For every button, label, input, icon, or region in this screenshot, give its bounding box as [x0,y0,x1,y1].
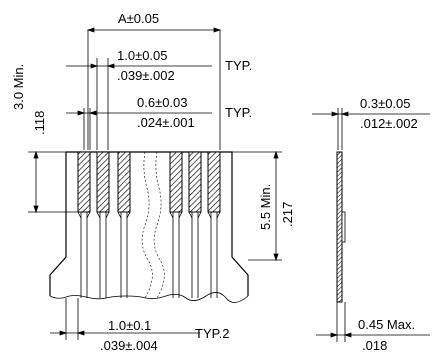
label-pitch-mm: 1.0±0.05 [117,48,168,63]
label-bottom-pitch-mm: 1.0±0.1 [108,318,151,333]
dimension-labels: A±0.05 1.0±0.05 TYP. .039±.002 0.6±0.03 … [11,11,418,353]
label-lead-width-typ: TYP. [225,105,252,120]
label-lead-width-in: .024±.001 [137,115,195,130]
front-view [49,151,249,303]
dimension-lines [28,27,282,340]
label-top-width: A±0.05 [118,11,159,26]
side-view [336,151,346,303]
label-lead-width-mm: 0.6±0.03 [137,95,188,110]
stub-notches [77,211,221,219]
label-protrusion-in: .118 [32,111,47,135]
label-exposed-length-mm: 5.5 Min. [258,184,273,230]
side-dimension-lines [312,108,430,342]
label-bottom-pitch-typ: TYP.2 [195,326,229,341]
label-pitch-typ: TYP. [225,58,252,73]
label-bottom-pitch-in: .039±.004 [100,338,158,353]
break-line-left [141,151,153,299]
label-pitch-in: .039±.002 [117,68,175,83]
label-overall-thickness-in: .018 [362,338,387,353]
label-protrusion-mm: 3.0 Min. [11,64,26,110]
break-line-right [153,151,165,299]
label-thickness-mm: 0.3±0.05 [360,96,411,111]
lead-stubs [77,151,221,213]
label-thickness-in: .012±.002 [360,116,418,131]
label-exposed-length-in: .217 [280,202,295,227]
label-overall-thickness-mm: 0.45 Max. [358,317,415,332]
conductor-lines [80,212,218,298]
cable-cut-line [49,292,249,303]
